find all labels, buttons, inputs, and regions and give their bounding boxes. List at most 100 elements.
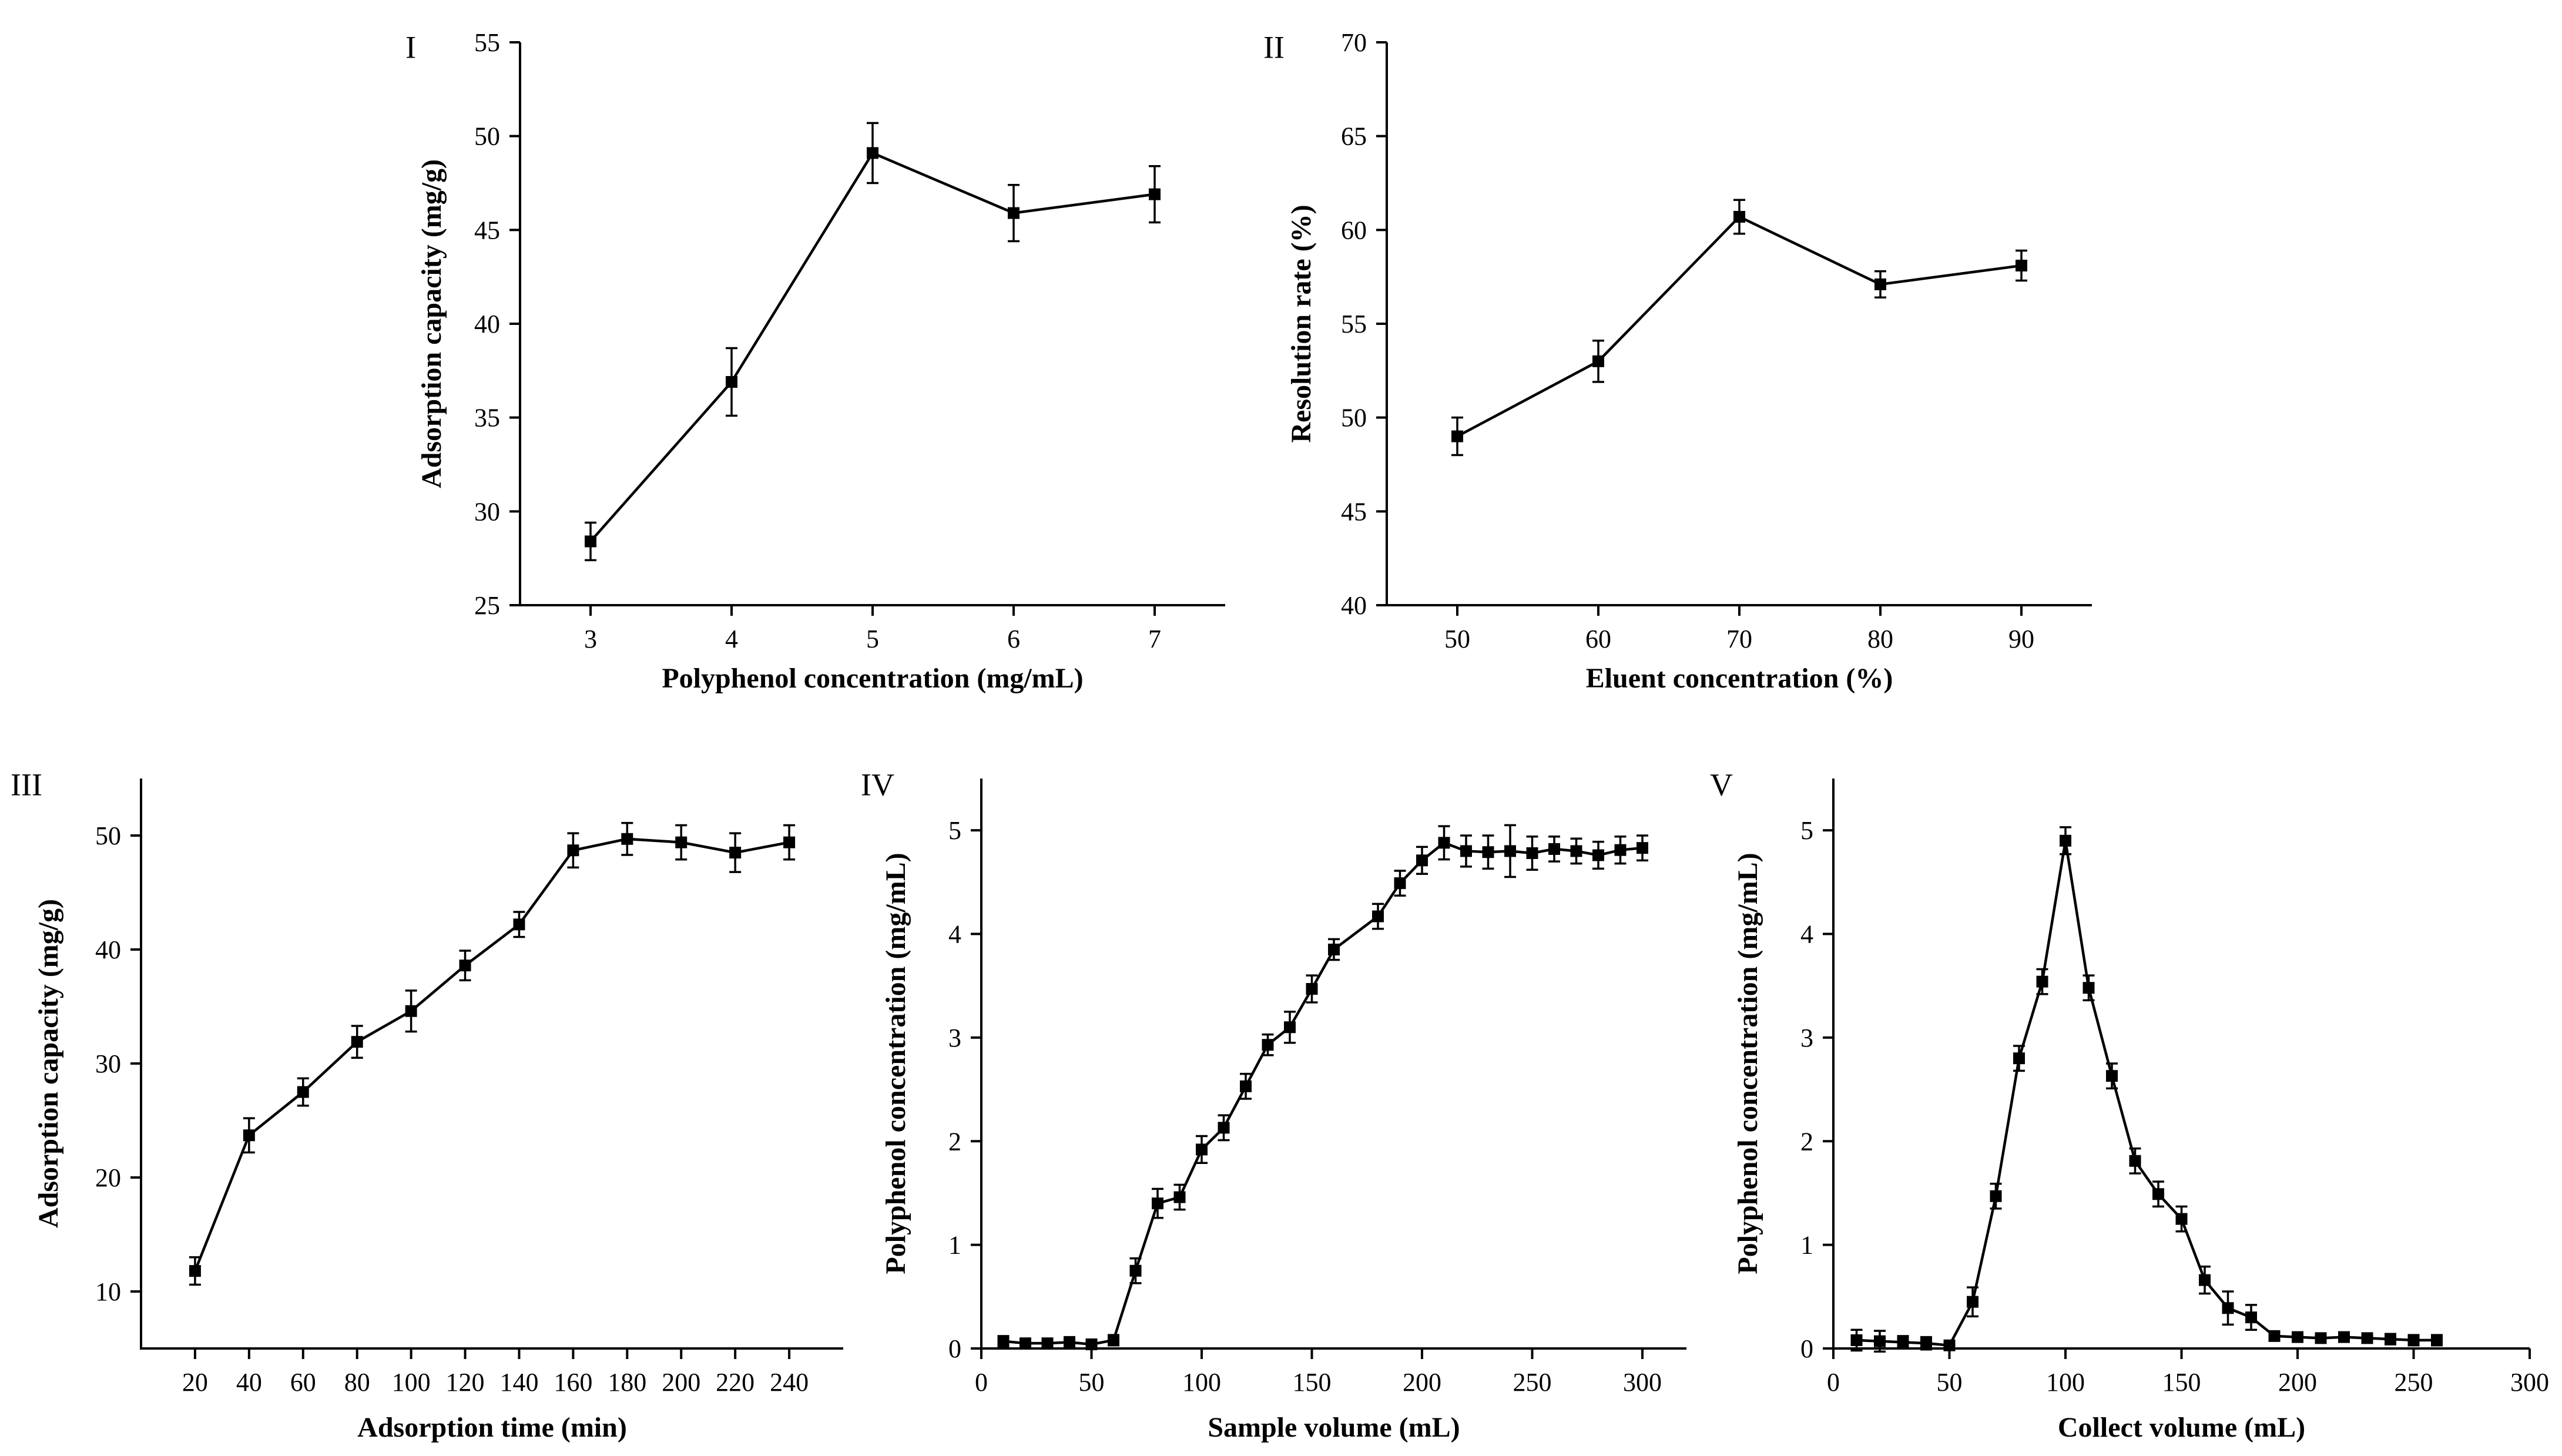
y-tick-label: 30	[474, 497, 500, 526]
data-point	[2016, 260, 2027, 272]
data-point	[297, 1086, 309, 1098]
data-point	[729, 847, 742, 859]
y-tick-label: 35	[474, 404, 500, 432]
y-tick-label: 5	[1800, 816, 1813, 845]
panel-iv: IV 0 50 100 150 200 250 300 0 1 2 3 4 5 Sample volume …	[861, 767, 1686, 1443]
data-point	[675, 836, 688, 848]
y-tick-label: 20	[95, 1163, 121, 1192]
y-tick-label: 1	[1800, 1231, 1813, 1260]
y-tick-label: 55	[474, 28, 500, 57]
data-point	[1108, 1334, 1119, 1346]
data-point	[1372, 910, 1384, 922]
data-point	[2268, 1330, 2281, 1342]
data-point	[1085, 1338, 1098, 1350]
y-tick-label: 25	[474, 591, 500, 620]
x-tick-label: 70	[1726, 625, 1752, 653]
y-axis-title: Adsorption capacity (mg/g)	[33, 899, 64, 1228]
y-tick-label: 50	[95, 821, 121, 850]
y-tick-label: 3	[948, 1024, 961, 1052]
data-point	[2292, 1331, 2303, 1343]
data-point	[2431, 1334, 2443, 1346]
x-axis-title: Adsorption time (min)	[357, 1412, 627, 1443]
data-point	[459, 960, 471, 972]
data-point	[2175, 1213, 2188, 1225]
data-point	[243, 1129, 255, 1142]
data-point	[2222, 1302, 2234, 1314]
data-point	[1920, 1337, 1932, 1350]
x-tick-label: 0	[1827, 1368, 1840, 1397]
y-tick-label: 45	[474, 216, 500, 244]
data-point	[2129, 1155, 2141, 1167]
x-tick-label: 250	[2395, 1368, 2433, 1397]
x-tick-label: 20	[182, 1368, 208, 1397]
y-tick-label: 2	[948, 1127, 961, 1156]
x-tick-label: 300	[2510, 1368, 2549, 1397]
y-tick-label: 40	[95, 935, 121, 964]
data-point	[1196, 1143, 1208, 1156]
x-tick-label: 60	[290, 1368, 316, 1397]
data-point	[1990, 1190, 2002, 1202]
data-point	[1306, 983, 1318, 995]
data-point	[2199, 1274, 2211, 1286]
data-point	[1592, 355, 1604, 367]
data-point	[1008, 207, 1020, 219]
data-point	[1874, 1335, 1886, 1347]
x-tick-label: 140	[499, 1368, 538, 1397]
x-tick-label: 80	[1867, 625, 1893, 653]
y-tick-label: 0	[948, 1334, 961, 1363]
y-tick-label: 4	[948, 920, 961, 949]
y-tick-label: 60	[1341, 216, 1367, 244]
data-point	[2245, 1311, 2257, 1324]
y-tick-label: 4	[1800, 920, 1813, 949]
x-tick-label: 100	[392, 1368, 431, 1397]
data-point	[351, 1036, 363, 1048]
data-point	[1173, 1191, 1186, 1203]
panel-label: III	[11, 767, 42, 802]
data-point	[2361, 1332, 2373, 1344]
data-point	[1943, 1339, 1956, 1351]
y-tick-label: 1	[948, 1231, 961, 1260]
x-tick-label: 150	[1293, 1368, 1332, 1397]
y-tick-label: 40	[474, 310, 500, 338]
series-line	[1856, 840, 2437, 1347]
panel-ii: II 50 60 70 80 90 40 45 50 55 60 65 70 Eluent concent…	[1263, 28, 2092, 694]
x-tick-label: 150	[2162, 1368, 2201, 1397]
axes-frame	[140, 779, 843, 1350]
data-point	[1592, 849, 1604, 861]
data-point	[1438, 837, 1450, 849]
y-axis-title: Polyphenol concentration (mg/mL)	[1732, 853, 1763, 1274]
data-point	[2338, 1331, 2350, 1343]
y-axis-title: Polyphenol concentration (mg/mL)	[880, 853, 911, 1274]
data-point	[1416, 854, 1428, 867]
x-tick-label: 220	[716, 1368, 754, 1397]
x-tick-label: 250	[1513, 1368, 1552, 1397]
data-point	[1152, 1197, 1163, 1210]
panel-label: I	[405, 29, 416, 65]
data-point	[1129, 1264, 1142, 1277]
data-point	[1526, 847, 1538, 859]
data-point	[2083, 982, 2095, 994]
y-tick-label: 30	[95, 1049, 121, 1078]
data-point	[1733, 210, 1745, 223]
data-point	[1218, 1122, 1230, 1134]
data-point	[2060, 834, 2071, 847]
x-axis-title: Polyphenol concentration (mg/mL)	[662, 663, 1083, 694]
data-point	[1240, 1080, 1252, 1092]
data-point	[1460, 845, 1472, 857]
x-tick-label: 200	[2278, 1368, 2317, 1397]
y-tick-label: 50	[474, 122, 500, 151]
x-tick-label: 40	[236, 1368, 262, 1397]
series-line	[1003, 841, 1643, 1346]
x-tick-label: 120	[446, 1368, 485, 1397]
data-point	[1482, 846, 1494, 858]
series-line	[193, 837, 790, 1272]
data-point	[585, 535, 596, 548]
x-tick-label: 100	[1182, 1368, 1221, 1397]
x-tick-label: 200	[662, 1368, 700, 1397]
data-point	[997, 1335, 1010, 1347]
data-point	[405, 1005, 417, 1017]
data-point	[2106, 1070, 2118, 1082]
x-tick-label: 80	[344, 1368, 370, 1397]
y-tick-label: 55	[1341, 310, 1367, 338]
